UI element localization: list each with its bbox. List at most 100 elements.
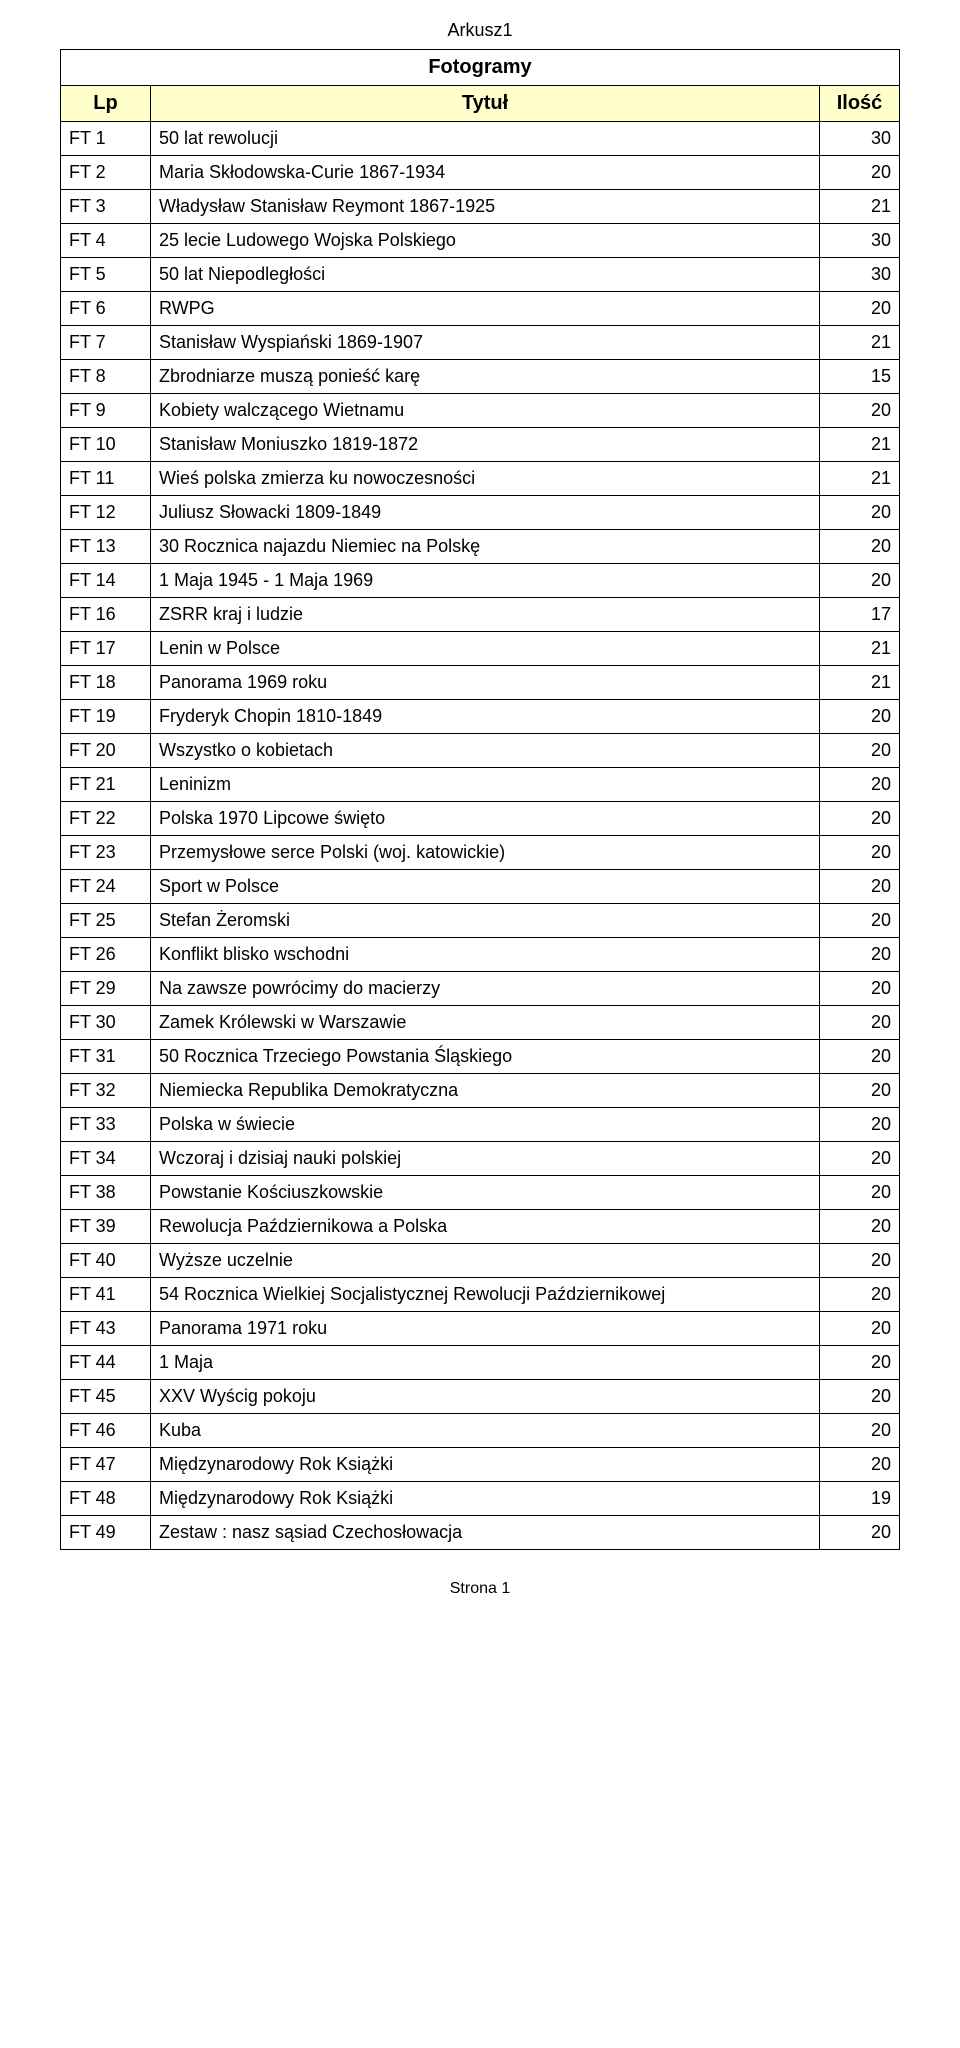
cell-qty: 30 xyxy=(819,224,899,258)
cell-lp: FT 32 xyxy=(61,1074,151,1108)
cell-lp: FT 4 xyxy=(61,224,151,258)
cell-qty: 21 xyxy=(819,632,899,666)
cell-qty: 20 xyxy=(819,1006,899,1040)
table-row: FT 24Sport w Polsce20 xyxy=(61,870,900,904)
cell-title: Powstanie Kościuszkowskie xyxy=(151,1176,820,1210)
cell-qty: 30 xyxy=(819,122,899,156)
cell-lp: FT 29 xyxy=(61,972,151,1006)
cell-title: 50 lat Niepodległości xyxy=(151,258,820,292)
cell-lp: FT 10 xyxy=(61,428,151,462)
cell-lp: FT 5 xyxy=(61,258,151,292)
cell-qty: 21 xyxy=(819,428,899,462)
cell-title: ZSRR kraj i ludzie xyxy=(151,598,820,632)
cell-title: Stanisław Wyspiański 1869-1907 xyxy=(151,326,820,360)
cell-title: Kuba xyxy=(151,1414,820,1448)
cell-lp: FT 19 xyxy=(61,700,151,734)
cell-lp: FT 22 xyxy=(61,802,151,836)
cell-lp: FT 7 xyxy=(61,326,151,360)
cell-lp: FT 48 xyxy=(61,1482,151,1516)
table-row: FT 39Rewolucja Październikowa a Polska20 xyxy=(61,1210,900,1244)
cell-qty: 20 xyxy=(819,1176,899,1210)
col-title: Tytuł xyxy=(151,86,820,122)
cell-title: 50 Rocznica Trzeciego Powstania Śląskieg… xyxy=(151,1040,820,1074)
cell-title: Niemiecka Republika Demokratyczna xyxy=(151,1074,820,1108)
document-page: Arkusz1 Fotogramy Lp Tytuł Ilość FT 150 … xyxy=(0,0,960,1638)
cell-qty: 21 xyxy=(819,190,899,224)
cell-lp: FT 2 xyxy=(61,156,151,190)
cell-title: Międzynarodowy Rok Książki xyxy=(151,1448,820,1482)
cell-qty: 20 xyxy=(819,394,899,428)
cell-lp: FT 26 xyxy=(61,938,151,972)
cell-title: Kobiety walczącego Wietnamu xyxy=(151,394,820,428)
cell-title: Stefan Żeromski xyxy=(151,904,820,938)
cell-title: Sport w Polsce xyxy=(151,870,820,904)
table-row: FT 8Zbrodniarze muszą ponieść karę15 xyxy=(61,360,900,394)
cell-lp: FT 39 xyxy=(61,1210,151,1244)
cell-title: Zestaw : nasz sąsiad Czechosłowacja xyxy=(151,1516,820,1550)
cell-qty: 20 xyxy=(819,1448,899,1482)
cell-qty: 20 xyxy=(819,1516,899,1550)
cell-lp: FT 21 xyxy=(61,768,151,802)
cell-qty: 20 xyxy=(819,802,899,836)
page-footer: Strona 1 xyxy=(60,1580,900,1598)
cell-title: Stanisław Moniuszko 1819-1872 xyxy=(151,428,820,462)
cell-qty: 20 xyxy=(819,1244,899,1278)
table-row: FT 4154 Rocznica Wielkiej Socjalistyczne… xyxy=(61,1278,900,1312)
cell-lp: FT 1 xyxy=(61,122,151,156)
table-row: FT 29Na zawsze powrócimy do macierzy20 xyxy=(61,972,900,1006)
table-row: FT 16ZSRR kraj i ludzie17 xyxy=(61,598,900,632)
cell-lp: FT 40 xyxy=(61,1244,151,1278)
table-row: FT 20Wszystko o kobietach20 xyxy=(61,734,900,768)
cell-qty: 20 xyxy=(819,700,899,734)
cell-title: Na zawsze powrócimy do macierzy xyxy=(151,972,820,1006)
table-row: FT 17Lenin w Polsce21 xyxy=(61,632,900,666)
cell-qty: 20 xyxy=(819,1108,899,1142)
cell-qty: 20 xyxy=(819,870,899,904)
table-row: FT 441 Maja20 xyxy=(61,1346,900,1380)
cell-title: Przemysłowe serce Polski (woj. katowicki… xyxy=(151,836,820,870)
cell-lp: FT 14 xyxy=(61,564,151,598)
cell-title: Leninizm xyxy=(151,768,820,802)
cell-qty: 30 xyxy=(819,258,899,292)
table-row: FT 45XXV Wyścig pokoju20 xyxy=(61,1380,900,1414)
cell-title: RWPG xyxy=(151,292,820,326)
cell-qty: 20 xyxy=(819,938,899,972)
cell-title: 1 Maja xyxy=(151,1346,820,1380)
cell-qty: 20 xyxy=(819,1074,899,1108)
cell-lp: FT 44 xyxy=(61,1346,151,1380)
table-row: FT 26Konflikt blisko wschodni20 xyxy=(61,938,900,972)
cell-title: Fryderyk Chopin 1810-1849 xyxy=(151,700,820,734)
table-row: FT 6RWPG20 xyxy=(61,292,900,326)
cell-qty: 20 xyxy=(819,1380,899,1414)
cell-title: Rewolucja Październikowa a Polska xyxy=(151,1210,820,1244)
table-row: FT 49Zestaw : nasz sąsiad Czechosłowacja… xyxy=(61,1516,900,1550)
section-title-cell: Fotogramy xyxy=(61,50,900,86)
cell-lp: FT 16 xyxy=(61,598,151,632)
cell-qty: 21 xyxy=(819,326,899,360)
fotogramy-table: Fotogramy Lp Tytuł Ilość FT 150 lat rewo… xyxy=(60,49,900,1550)
cell-qty: 20 xyxy=(819,1142,899,1176)
cell-lp: FT 8 xyxy=(61,360,151,394)
cell-qty: 20 xyxy=(819,1312,899,1346)
table-row: FT 3Władysław Stanisław Reymont 1867-192… xyxy=(61,190,900,224)
cell-title: Maria Skłodowska-Curie 1867-1934 xyxy=(151,156,820,190)
cell-title: Lenin w Polsce xyxy=(151,632,820,666)
cell-title: 30 Rocznica najazdu Niemiec na Polskę xyxy=(151,530,820,564)
cell-qty: 20 xyxy=(819,496,899,530)
table-row: FT 48Międzynarodowy Rok Książki19 xyxy=(61,1482,900,1516)
cell-qty: 20 xyxy=(819,564,899,598)
table-row: FT 11Wieś polska zmierza ku nowoczesnośc… xyxy=(61,462,900,496)
cell-title: Panorama 1969 roku xyxy=(151,666,820,700)
cell-lp: FT 13 xyxy=(61,530,151,564)
cell-lp: FT 49 xyxy=(61,1516,151,1550)
section-title-row: Fotogramy xyxy=(61,50,900,86)
cell-title: Konflikt blisko wschodni xyxy=(151,938,820,972)
table-row: FT 32Niemiecka Republika Demokratyczna20 xyxy=(61,1074,900,1108)
cell-qty: 20 xyxy=(819,292,899,326)
table-row: FT 46Kuba20 xyxy=(61,1414,900,1448)
cell-lp: FT 34 xyxy=(61,1142,151,1176)
table-row: FT 10Stanisław Moniuszko 1819-187221 xyxy=(61,428,900,462)
cell-title: XXV Wyścig pokoju xyxy=(151,1380,820,1414)
cell-title: 54 Rocznica Wielkiej Socjalistycznej Rew… xyxy=(151,1278,820,1312)
cell-title: 50 lat rewolucji xyxy=(151,122,820,156)
